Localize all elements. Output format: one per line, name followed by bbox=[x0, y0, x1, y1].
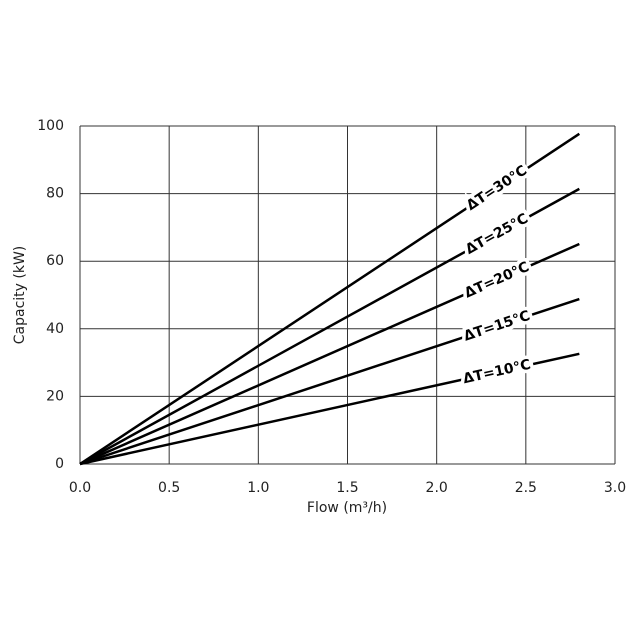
series-line bbox=[79, 352, 580, 466]
x-tick-label: 0.5 bbox=[158, 480, 180, 496]
line-label: ΔT=30°C bbox=[464, 163, 530, 214]
x-tick-label: 3.0 bbox=[604, 480, 626, 496]
y-axis-label: Capacity (kW) bbox=[12, 246, 28, 345]
x-tick-label: 1.0 bbox=[247, 480, 269, 496]
y-tick-label: 0 bbox=[55, 456, 64, 472]
series-line bbox=[79, 187, 580, 466]
line-label: ΔT=15°C bbox=[462, 308, 532, 345]
y-tick-label: 20 bbox=[46, 388, 64, 404]
series-line bbox=[79, 132, 581, 466]
series-line bbox=[79, 242, 580, 466]
y-tick-label: 100 bbox=[37, 118, 64, 134]
x-tick-label: 2.0 bbox=[426, 480, 448, 496]
y-tick-label: 60 bbox=[46, 253, 64, 269]
series-line bbox=[79, 297, 580, 466]
y-tick-label: 40 bbox=[46, 321, 64, 337]
line-label: ΔT=20°C bbox=[462, 259, 531, 301]
y-tick-label: 80 bbox=[46, 186, 64, 202]
x-tick-label: 1.5 bbox=[336, 480, 358, 496]
line-label: ΔT=10°C bbox=[462, 357, 533, 387]
x-tick-label: 2.5 bbox=[515, 480, 537, 496]
line-label: ΔT=25°C bbox=[463, 211, 531, 258]
x-tick-label: 0.0 bbox=[69, 480, 91, 496]
x-axis-label: Flow (m³/h) bbox=[307, 500, 387, 516]
